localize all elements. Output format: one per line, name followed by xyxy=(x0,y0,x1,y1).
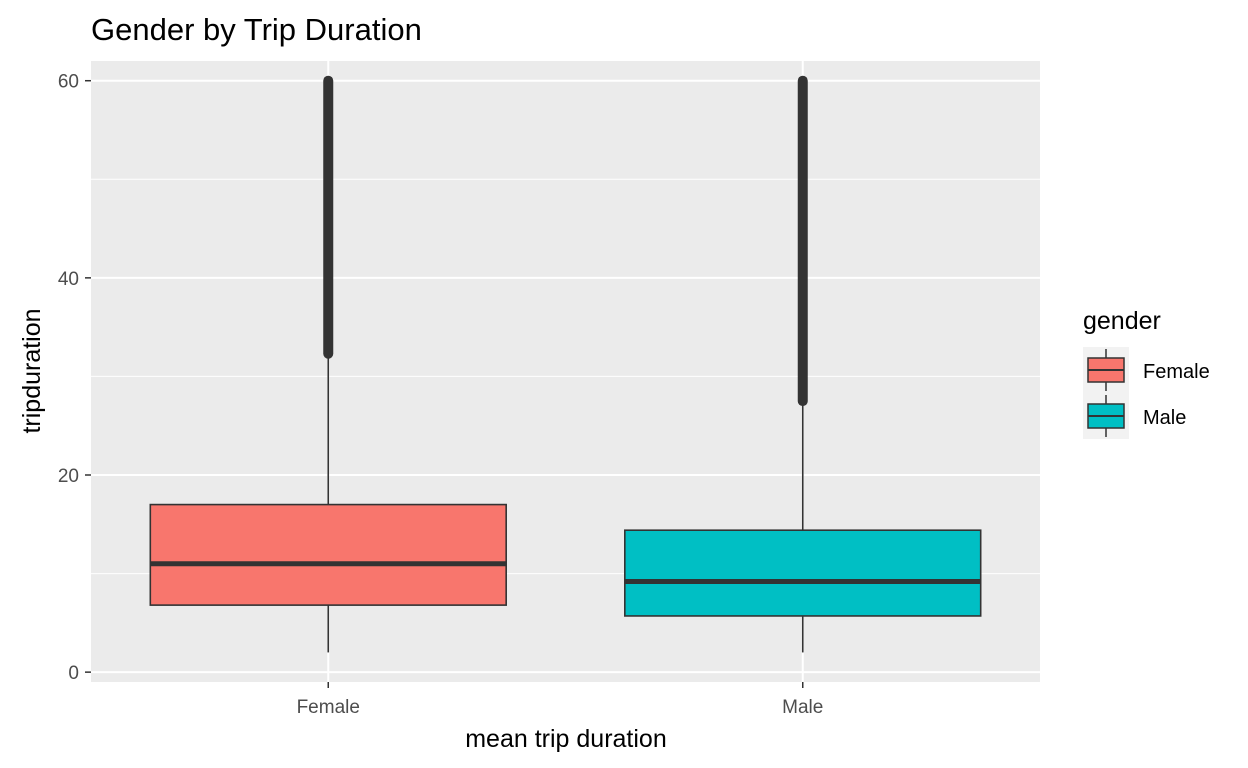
y-tick-label: 0 xyxy=(68,663,79,684)
x-axis-title: mean trip duration xyxy=(465,725,667,753)
legend-label: Female xyxy=(1143,361,1210,383)
box-male xyxy=(624,75,982,653)
legend-title: gender xyxy=(1083,307,1161,335)
y-tick-label: 40 xyxy=(58,269,79,290)
iqr-box xyxy=(149,503,507,606)
box-female xyxy=(149,75,507,653)
y-tick-label: 20 xyxy=(58,466,79,487)
x-axis-ticks: Female Male xyxy=(297,682,823,718)
legend-item-male: Male xyxy=(1083,393,1186,439)
x-tick-label: Male xyxy=(782,697,823,718)
chart-title: Gender by Trip Duration xyxy=(91,12,422,47)
legend-label: Male xyxy=(1143,407,1186,429)
box-series xyxy=(149,75,982,653)
y-axis-title: tripduration xyxy=(18,308,46,433)
legend-item-female: Female xyxy=(1083,347,1210,393)
legend-items: Female Male xyxy=(1083,347,1210,439)
y-tick-label: 60 xyxy=(58,72,79,93)
iqr-box xyxy=(624,529,982,617)
legend: gender Female Male xyxy=(1083,307,1210,439)
y-axis-ticks: 0 20 40 60 xyxy=(58,72,91,684)
x-tick-label: Female xyxy=(297,697,360,718)
